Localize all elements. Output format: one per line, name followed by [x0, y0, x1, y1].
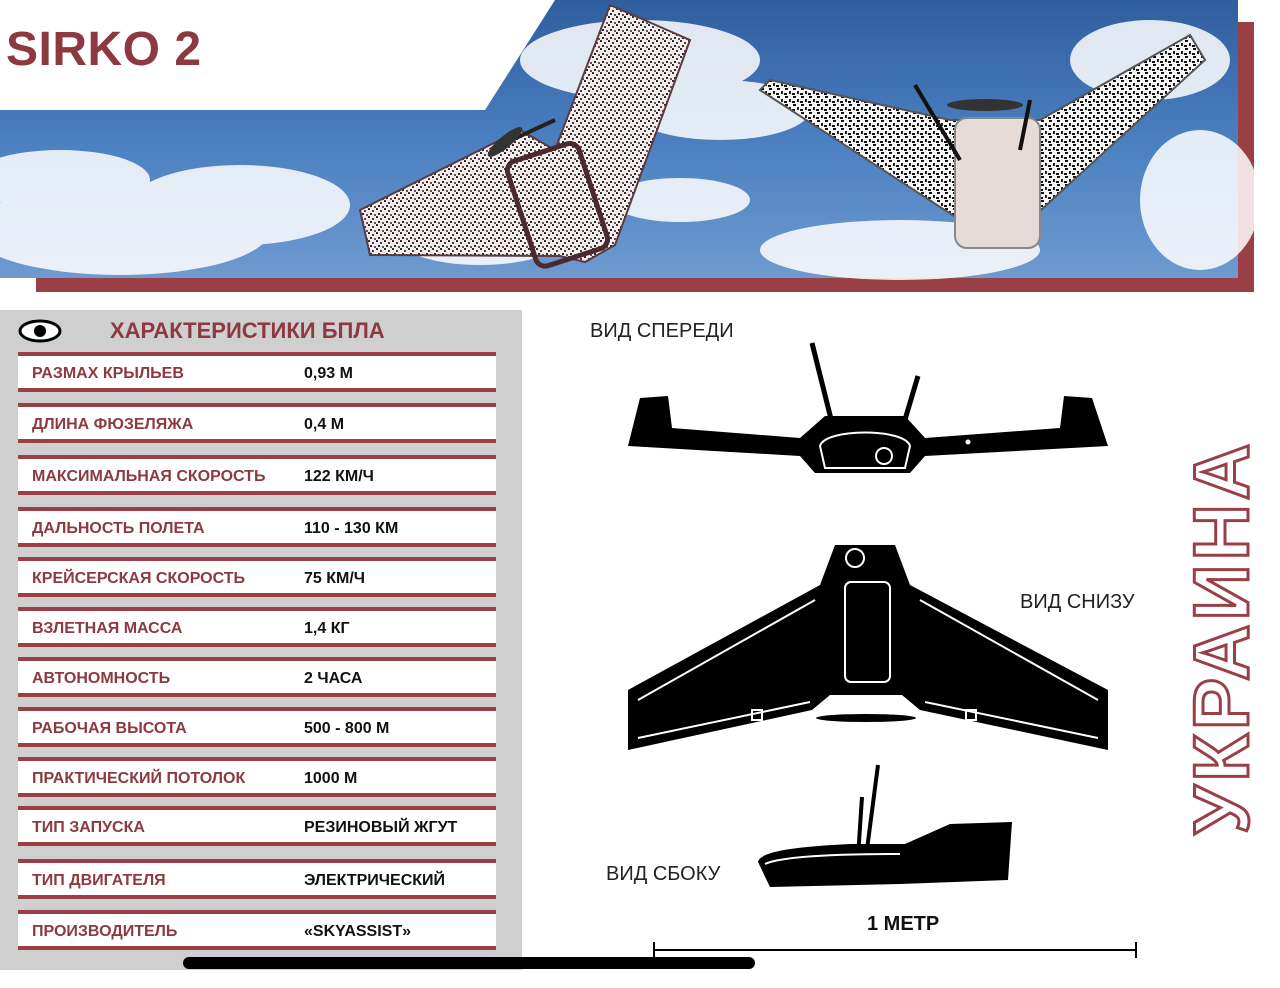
spec-row: РАЗМАХ КРЫЛЬЕВ 0,93 М	[18, 352, 496, 392]
spec-row: КРЕЙСЕРСКАЯ СКОРОСТЬ 75 КМ/Ч	[18, 557, 496, 597]
spec-row: ТИП ДВИГАТЕЛЯ ЭЛЕКТРИЧЕСКИЙ	[18, 859, 496, 899]
spec-value: 2 ЧАСА	[304, 670, 363, 687]
spec-value: 500 - 800 М	[304, 720, 390, 737]
page-title: SIRKO 2	[6, 23, 202, 76]
bottom-view-label: ВИД СНИЗУ	[1020, 591, 1135, 613]
country-vertical-label: УКРАИНА	[1186, 438, 1256, 835]
spec-row: ДАЛЬНОСТЬ ПОЛЕТА 110 - 130 КМ	[18, 507, 496, 547]
spec-label: РАЗМАХ КРЫЛЬЕВ	[32, 365, 184, 382]
scale-bar	[653, 942, 1137, 958]
bottom-view-drawing	[628, 545, 1108, 750]
spec-label: ТИП ДВИГАТЕЛЯ	[32, 872, 166, 889]
front-view-drawing	[628, 342, 1108, 473]
spec-label: АВТОНОМНОСТЬ	[32, 670, 171, 687]
spec-value: 1000 М	[304, 770, 358, 787]
spec-value: РЕЗИНОВЫЙ ЖГУТ	[304, 819, 458, 836]
banner-image	[0, 0, 1260, 292]
spec-label: КРЕЙСЕРСКАЯ СКОРОСТЬ	[32, 570, 246, 587]
eye-icon	[18, 319, 62, 343]
spec-row: АВТОНОМНОСТЬ 2 ЧАСА	[18, 657, 496, 697]
spec-label: ПРОИЗВОДИТЕЛЬ	[32, 923, 178, 940]
spec-row: ВЗЛЕТНАЯ МАССА 1,4 КГ	[18, 607, 496, 647]
side-view-label: ВИД СБОКУ	[606, 863, 721, 885]
side-view-drawing	[758, 764, 1012, 887]
spec-value: ЭЛЕКТРИЧЕСКИЙ	[304, 872, 446, 889]
spec-label: ДАЛЬНОСТЬ ПОЛЕТА	[32, 520, 205, 537]
spec-label: МАКСИМАЛЬНАЯ СКОРОСТЬ	[32, 468, 266, 485]
spec-row: РАБОЧАЯ ВЫСОТА 500 - 800 М	[18, 707, 496, 747]
spec-row: ТИП ЗАПУСКА РЕЗИНОВЫЙ ЖГУТ	[18, 806, 496, 846]
spec-value: 0,93 М	[304, 365, 353, 382]
spec-label: ВЗЛЕТНАЯ МАССА	[32, 620, 183, 637]
spec-label: ТИП ЗАПУСКА	[32, 819, 145, 836]
home-indicator[interactable]	[183, 957, 755, 969]
spec-value: 110 - 130 КМ	[304, 520, 399, 537]
front-view-label: ВИД СПЕРЕДИ	[590, 320, 734, 342]
spec-value: 75 КМ/Ч	[304, 570, 366, 587]
specs-heading: ХАРАКТЕРИСТИКИ БПЛА	[110, 318, 385, 343]
spec-label: ДЛИНА ФЮЗЕЛЯЖА	[32, 416, 194, 433]
spec-value: 122 КМ/Ч	[304, 468, 374, 485]
spec-row: ПРАКТИЧЕСКИЙ ПОТОЛОК 1000 М	[18, 757, 496, 797]
spec-row: ДЛИНА ФЮЗЕЛЯЖА 0,4 М	[18, 403, 496, 443]
spec-row: ПРОИЗВОДИТЕЛЬ «SKYASSIST»	[18, 910, 496, 950]
spec-label: РАБОЧАЯ ВЫСОТА	[32, 720, 187, 737]
country-text: УКРАИНА	[1186, 440, 1256, 834]
spec-value: 1,4 КГ	[304, 620, 350, 637]
spec-value: 0,4 М	[304, 416, 345, 433]
scale-label: 1 МЕТР	[867, 913, 940, 935]
spec-label: ПРАКТИЧЕСКИЙ ПОТОЛОК	[32, 770, 246, 787]
spec-row: МАКСИМАЛЬНАЯ СКОРОСТЬ 122 КМ/Ч	[18, 455, 496, 495]
spec-value: «SKYASSIST»	[304, 923, 412, 940]
